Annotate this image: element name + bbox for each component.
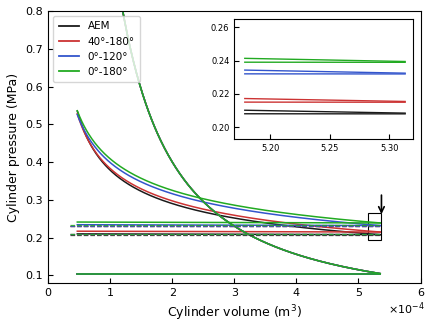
Text: $\times10^{-4}$: $\times10^{-4}$: [387, 301, 423, 317]
X-axis label: Cylinder volume (m$^3$): Cylinder volume (m$^3$): [166, 304, 301, 323]
Legend: AEM, 40°-180°, 0°-120°, 0°-180°: AEM, 40°-180°, 0°-120°, 0°-180°: [53, 16, 140, 82]
Y-axis label: Cylinder pressure (MPa): Cylinder pressure (MPa): [7, 72, 20, 221]
Bar: [368, 213, 381, 240]
